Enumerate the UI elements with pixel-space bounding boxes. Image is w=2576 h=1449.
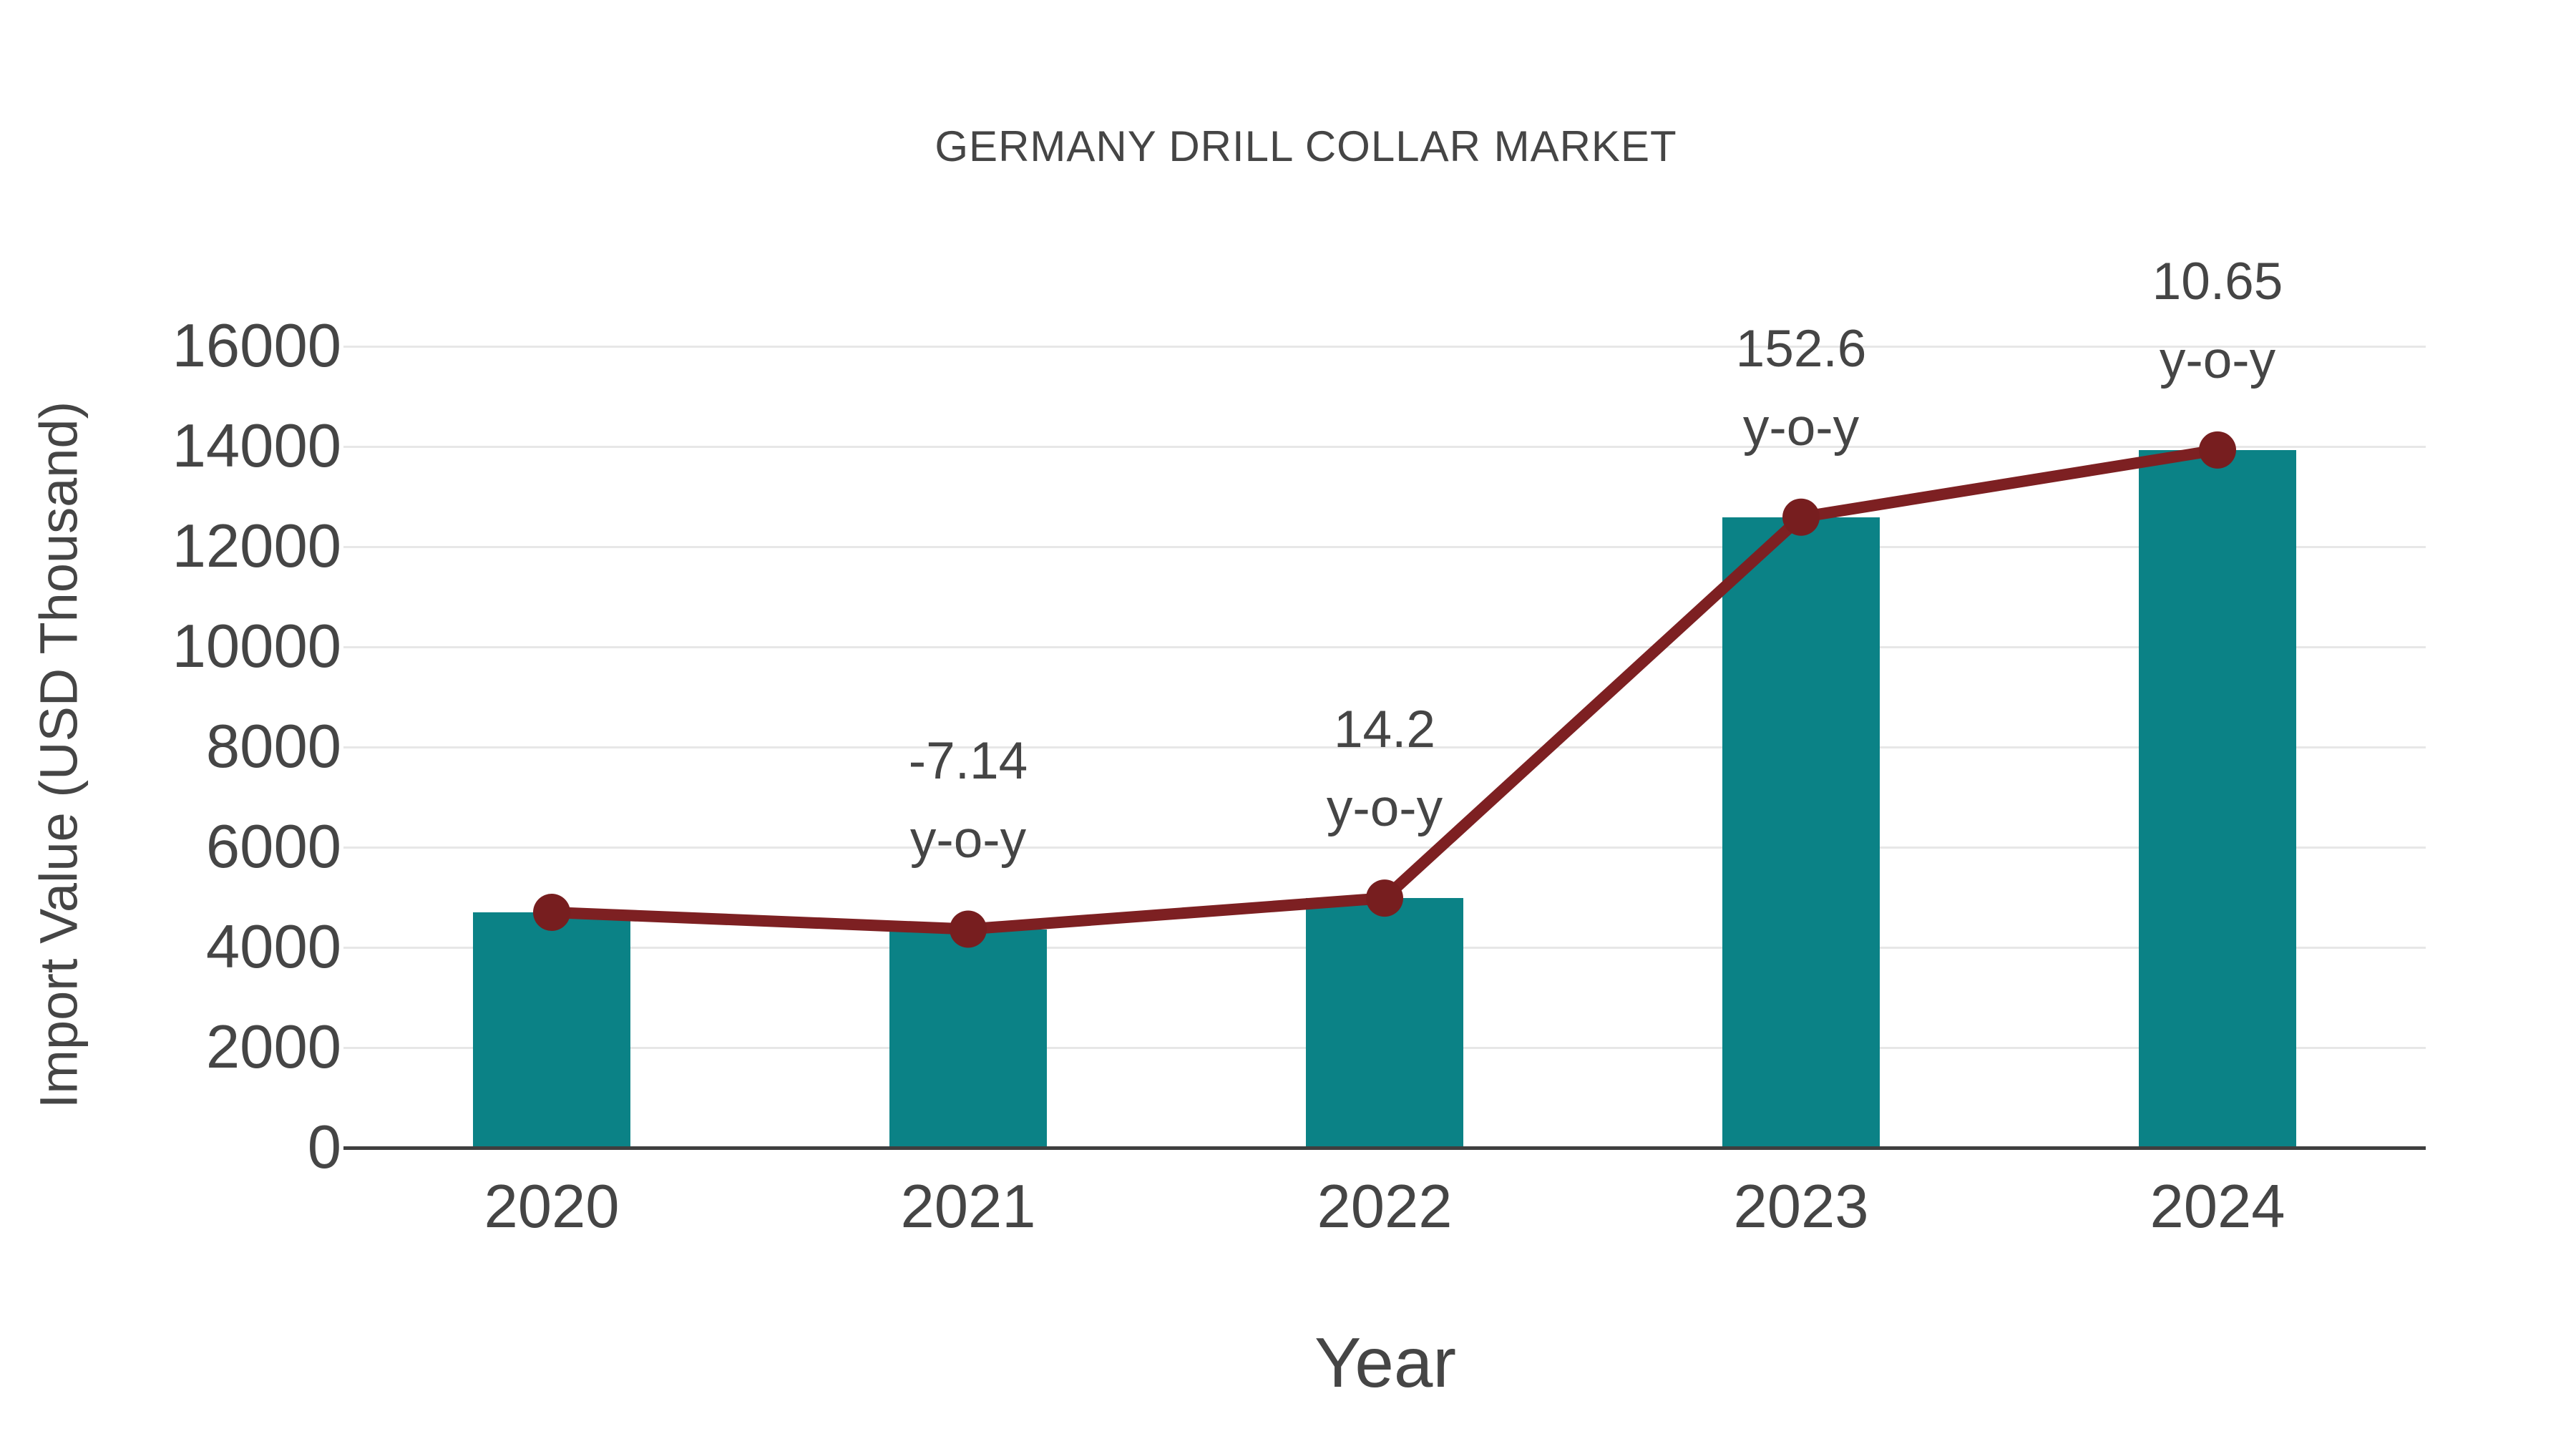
y-tick-label: 2000 <box>205 1013 341 1081</box>
y-tick-label: 10000 <box>172 613 341 680</box>
x-tick-label: 2022 <box>1317 1173 1453 1241</box>
gridline <box>343 546 2426 548</box>
annotation-suffix: y-o-y <box>1742 398 1860 457</box>
data-point-marker-2023 <box>1782 498 1820 536</box>
annotation-2024: 10.65 y-o-y <box>2152 243 2283 400</box>
y-tick-label: 6000 <box>205 813 341 881</box>
y-tick-label: 16000 <box>172 312 341 380</box>
annotation-suffix: y-o-y <box>1326 779 1443 838</box>
annotation-suffix: y-o-y <box>909 810 1027 869</box>
data-point-marker-2021 <box>950 910 987 948</box>
data-point-marker-2020 <box>533 894 570 931</box>
data-point-marker-2022 <box>1366 879 1403 917</box>
x-tick-label: 2021 <box>900 1173 1036 1241</box>
bar-2020 <box>473 912 630 1148</box>
gridline <box>343 446 2426 448</box>
x-axis-line <box>343 1146 2426 1150</box>
annotation-value: 14.2 <box>1333 701 1436 759</box>
gridline <box>343 346 2426 348</box>
bar-2023 <box>1722 517 1880 1148</box>
annotation-2021: -7.14 y-o-y <box>909 722 1028 879</box>
chart-title: GERMANY DRILL COLLAR MARKET <box>935 122 1677 170</box>
x-tick-label: 2024 <box>2150 1173 2285 1241</box>
x-tick-label: 2023 <box>1733 1173 1869 1241</box>
data-point-marker-2024 <box>2199 431 2236 469</box>
y-tick-label: 4000 <box>205 913 341 981</box>
y-tick-label: 12000 <box>172 512 341 580</box>
bar-2022 <box>1306 898 1463 1148</box>
gridline <box>343 847 2426 849</box>
annotation-value: 10.65 <box>2152 252 2283 311</box>
gridline <box>343 646 2426 648</box>
annotation-value: -7.14 <box>908 731 1028 790</box>
trend-line <box>546 444 2223 935</box>
annotation-value: 152.6 <box>1735 319 1867 378</box>
x-tick-label: 2020 <box>484 1173 620 1241</box>
y-tick-label: 8000 <box>205 713 341 781</box>
bar-2021 <box>889 929 1047 1148</box>
y-tick-label: 0 <box>307 1113 341 1181</box>
x-axis-title: Year <box>1314 1323 1457 1402</box>
annotation-suffix: y-o-y <box>2159 331 2276 389</box>
y-tick-label: 14000 <box>172 412 341 480</box>
bar-2024 <box>2139 449 2296 1148</box>
gridline <box>343 746 2426 748</box>
annotation-2023: 152.6 y-o-y <box>1736 310 1867 467</box>
annotation-2022: 14.2 y-o-y <box>1327 691 1443 848</box>
